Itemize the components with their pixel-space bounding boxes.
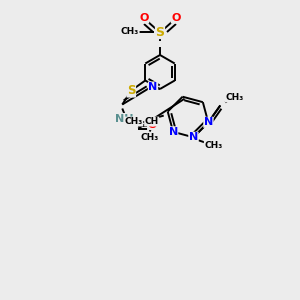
Text: O: O [171,13,181,23]
Text: S: S [127,84,136,97]
Text: N: N [189,132,198,142]
Text: N: N [148,82,158,92]
Text: N: N [169,127,178,137]
Text: O: O [139,13,149,23]
Text: CH₃: CH₃ [141,133,159,142]
Text: CH: CH [145,117,159,126]
Text: N: N [204,117,213,127]
Text: CH₃: CH₃ [121,28,139,37]
Text: CH₃: CH₃ [204,141,223,150]
Text: NH: NH [115,113,134,124]
Text: CH₃: CH₃ [124,117,143,126]
Text: CH₃: CH₃ [225,93,243,102]
Text: S: S [155,26,164,38]
Text: O: O [148,119,157,130]
